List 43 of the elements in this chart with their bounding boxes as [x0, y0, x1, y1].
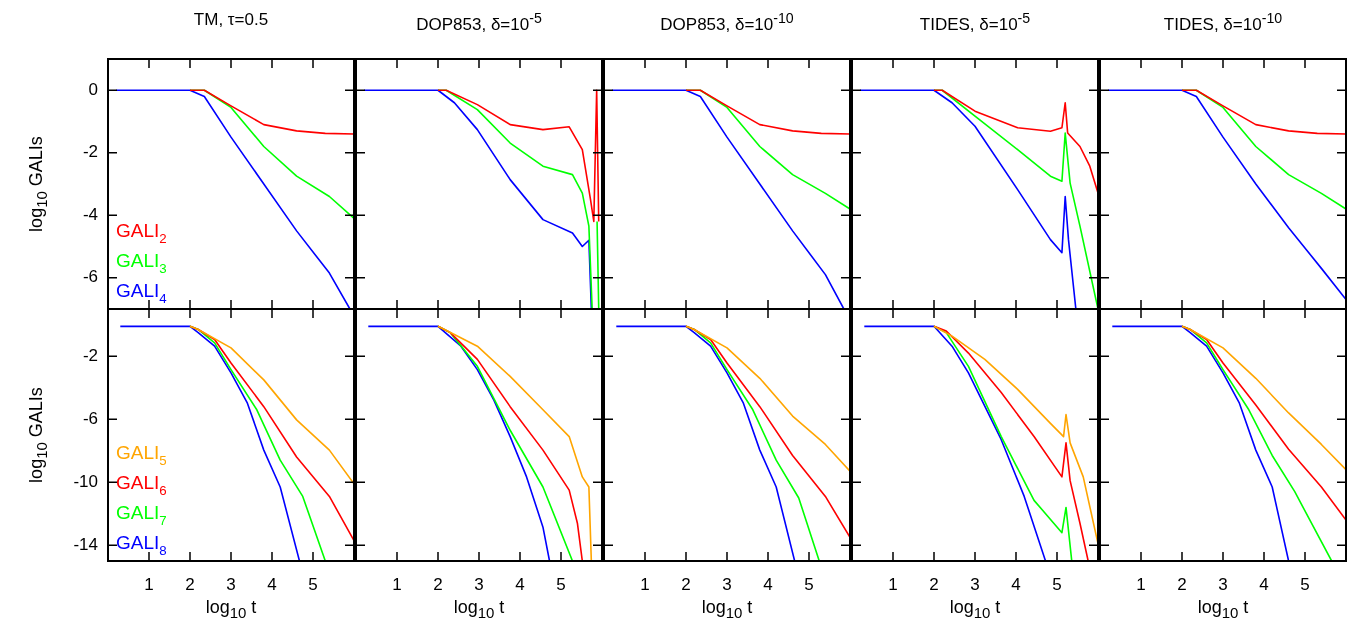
x-axis-title: log$_{10}$ t	[949, 597, 1001, 621]
x-tick-label: 3	[722, 574, 732, 594]
x-axis-title: log$_{10}$ t	[205, 597, 257, 621]
y-tick-label: -2	[82, 142, 98, 162]
chart-title: TM, τ=0.5	[193, 10, 269, 30]
x-tick-label: 5	[804, 574, 814, 594]
x-tick-label: 5	[1300, 574, 1310, 594]
x-tick-label: 1	[888, 574, 898, 594]
y-tick-label: -6	[82, 408, 98, 428]
x-tick-label: 4	[1011, 574, 1021, 594]
y-tick-label: 0	[88, 79, 98, 99]
x-tick-label: 1	[1136, 574, 1146, 594]
x-tick-label: 1	[144, 574, 154, 594]
x-tick-label: 4	[267, 574, 277, 594]
x-tick-label: 2	[185, 574, 195, 594]
x-tick-label: 5	[556, 574, 566, 594]
x-tick-label: 3	[474, 574, 484, 594]
x-tick-label: 3	[226, 574, 236, 594]
y-tick-label: -14	[73, 534, 98, 554]
x-axis-title: log$_{10}$ t	[1197, 597, 1249, 621]
chart-title: DOP853, δ=10$^{-10}$	[660, 10, 794, 35]
x-tick-label: 3	[1218, 574, 1228, 594]
y-tick-label: -4	[82, 204, 98, 224]
x-tick-label: 1	[392, 574, 402, 594]
x-tick-label: 2	[1177, 574, 1187, 594]
chart-title: TIDES, δ=10$^{-5}$	[919, 10, 1031, 35]
x-tick-label: 4	[515, 574, 525, 594]
x-tick-label: 2	[433, 574, 443, 594]
x-tick-label: 3	[970, 574, 980, 594]
y-tick-label: -6	[82, 267, 98, 287]
x-axis-title: log$_{10}$ t	[453, 597, 505, 621]
x-axis-title: log$_{10}$ t	[701, 597, 753, 621]
x-tick-label: 4	[763, 574, 773, 594]
x-tick-label: 2	[681, 574, 691, 594]
x-tick-label: 1	[640, 574, 650, 594]
y-tick-label: -2	[82, 345, 98, 365]
x-tick-label: 2	[929, 574, 939, 594]
chart-title: TIDES, δ=10$^{-10}$	[1163, 10, 1283, 35]
y-tick-label: -10	[73, 471, 98, 491]
chart-title: DOP853, δ=10$^{-5}$	[416, 10, 542, 35]
x-tick-label: 5	[1052, 574, 1062, 594]
x-tick-label: 5	[308, 574, 318, 594]
x-tick-label: 4	[1259, 574, 1269, 594]
